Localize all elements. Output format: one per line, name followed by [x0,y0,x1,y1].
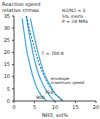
svg-text:25: 25 [8,37,10,43]
svg-text:envelopemaximum speed: envelopemaximum speed [51,76,85,86]
svg-text:800: 800 [36,95,45,100]
svg-text:15: 15 [72,104,78,110]
html-text:5% inerts: 5% inerts [62,13,84,19]
svg-text:30: 30 [8,25,10,31]
svg-text:20: 20 [8,49,10,55]
svg-text:10: 10 [52,104,58,110]
svg-text:10: 10 [8,73,10,79]
svg-text:5: 5 [33,104,36,110]
svg-text:NH3, vol%: NH3, vol% [42,112,68,118]
svg-text:15: 15 [8,61,10,67]
html-text:P = 28 MPa: P = 28 MPa [62,19,88,24]
svg-text:T = 700 K: T = 700 K [41,51,65,56]
html-text:H2/N2 = 3: H2/N2 = 3 [62,8,86,13]
html-text:Reaction speed relative r/rmax: Reaction speed relative r/rmax [2,1,41,13]
svg-text:35: 35 [8,13,10,19]
svg-text:750: 750 [44,90,53,95]
svg-text:5: 5 [8,86,10,92]
svg-text:0: 0 [12,104,15,110]
svg-text:0: 0 [8,98,10,104]
